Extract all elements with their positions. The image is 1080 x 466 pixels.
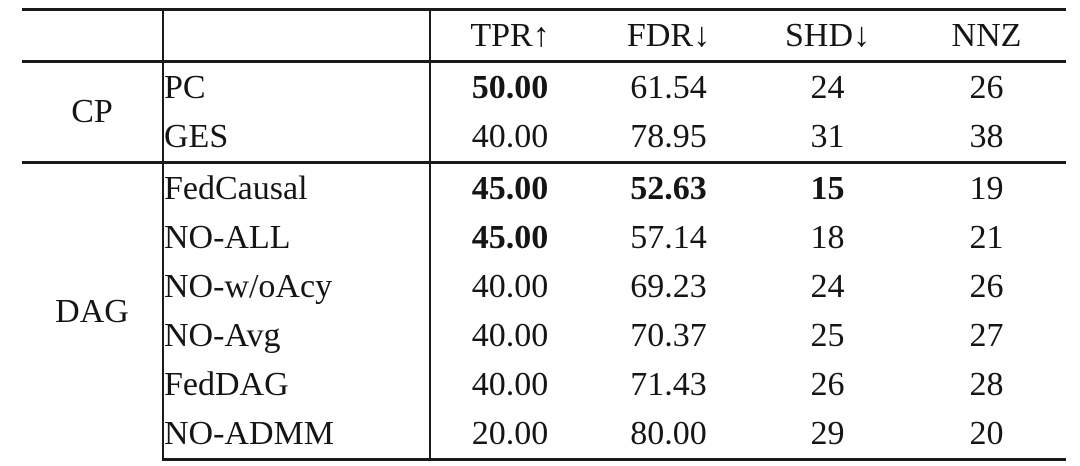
table-header-row: TPR↑ FDR↓ SHD↓ NNZ: [22, 8, 1066, 63]
method-cell: NO-w/oAcy: [163, 262, 431, 311]
column-header-tpr: TPR↑: [430, 8, 589, 63]
table-row: FedDAG 40.00 71.43 26 28: [22, 360, 1066, 409]
metric-cell-shd: 25: [810, 316, 845, 354]
metric-cell-shd: 24: [748, 60, 907, 112]
group-label-dag: DAG: [22, 161, 164, 460]
metric-cell-fdr: 80.00: [589, 409, 748, 461]
column-header-fdr: FDR↓: [589, 8, 748, 63]
method-cell: GES: [163, 112, 431, 163]
method-cell: FedDAG: [163, 360, 431, 409]
metric-cell-shd: 26: [810, 365, 845, 403]
method-cell: NO-ALL: [163, 213, 431, 262]
metric-cell-fdr: 71.43: [630, 365, 707, 403]
metric-cell-shd: 24: [810, 267, 845, 305]
table-row: CP PC 50.00 61.54 24 26: [22, 60, 1066, 163]
metric-cell-shd: 15: [748, 161, 907, 213]
results-table-container: TPR↑ FDR↓ SHD↓ NNZ CP PC 50.00 61.54 24 …: [22, 8, 1066, 461]
method-cell: NO-Avg: [163, 311, 431, 360]
metric-cell-nnz: 27: [969, 316, 1004, 354]
metric-cell-tpr: 45.00: [430, 161, 589, 213]
header-empty-method: [163, 8, 431, 63]
metric-cell-nnz: 20: [907, 409, 1066, 461]
header-empty-group: [22, 8, 164, 63]
metric-cell-tpr: 40.00: [471, 267, 549, 305]
group-label-cp: CP: [22, 60, 164, 163]
table-row: GES 40.00 78.95 31 38: [22, 112, 1066, 163]
column-header-shd: SHD↓: [748, 8, 907, 63]
metric-cell-fdr: 70.37: [630, 316, 707, 354]
column-header-nnz: NNZ: [907, 8, 1066, 63]
metric-cell-nnz: 26: [969, 267, 1004, 305]
metric-cell-tpr: 45.00: [471, 218, 549, 256]
metric-cell-nnz: 38: [969, 117, 1004, 155]
metric-cell-tpr: 40.00: [471, 365, 549, 403]
metric-cell-tpr: 50.00: [430, 60, 589, 112]
table-row: NO-w/oAcy 40.00 69.23 24 26: [22, 262, 1066, 311]
metric-cell-nnz: 21: [969, 218, 1004, 256]
table-row: NO-Avg 40.00 70.37 25 27: [22, 311, 1066, 360]
results-table: TPR↑ FDR↓ SHD↓ NNZ CP PC 50.00 61.54 24 …: [22, 8, 1066, 461]
metric-cell-tpr: 40.00: [471, 117, 549, 155]
metric-cell-fdr: 57.14: [630, 218, 707, 256]
metric-cell-shd: 18: [810, 218, 845, 256]
metric-cell-tpr: 20.00: [430, 409, 589, 461]
metric-cell-shd: 31: [810, 117, 845, 155]
metric-cell-fdr: 69.23: [630, 267, 707, 305]
method-cell: FedCausal: [163, 161, 431, 213]
metric-cell-nnz: 26: [907, 60, 1066, 112]
metric-cell-fdr: 52.63: [589, 161, 748, 213]
metric-cell-nnz: 19: [907, 161, 1066, 213]
metric-cell-fdr: 61.54: [589, 60, 748, 112]
table-row: NO-ADMM 20.00 80.00 29 20: [22, 409, 1066, 461]
table-row: DAG FedCausal 45.00 52.63 15 19: [22, 161, 1066, 460]
table-row: NO-ALL 45.00 57.14 18 21: [22, 213, 1066, 262]
metric-cell-nnz: 28: [969, 365, 1004, 403]
method-cell: NO-ADMM: [163, 409, 431, 461]
metric-cell-fdr: 78.95: [630, 117, 707, 155]
method-cell: PC: [163, 60, 431, 112]
metric-cell-shd: 29: [748, 409, 907, 461]
metric-cell-tpr: 40.00: [471, 316, 549, 354]
